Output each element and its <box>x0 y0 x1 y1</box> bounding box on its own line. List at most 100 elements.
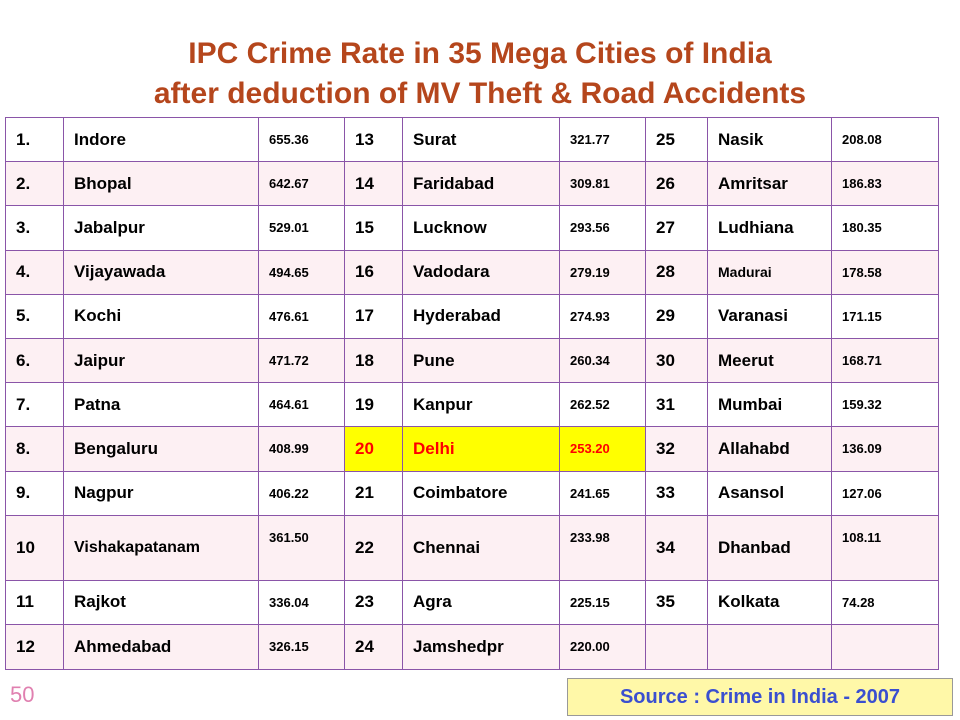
table-row: 5. Kochi 476.61 17 Hyderabad 274.93 29 Varanasi… <box>5 293 939 340</box>
rate-cell: 408.99 <box>258 426 345 472</box>
city-cell: Bhopal <box>63 161 259 207</box>
table-row: 3. Jabalpur 529.01 15 Lucknow 293.56 27 Ludhian… <box>5 205 939 251</box>
rate-cell: 262.52 <box>559 382 646 428</box>
city-cell: Meerut <box>707 338 832 384</box>
rate-cell: 180.35 <box>831 205 939 251</box>
rate-cell: 168.71 <box>831 338 939 384</box>
rate-cell: 260.34 <box>559 338 646 384</box>
rate-cell: 127.06 <box>831 470 939 516</box>
table-row: 6. Jaipur 471.72 18 Pune 260.34 30 Meerut 168.71 <box>5 338 939 384</box>
title-line-1: IPC Crime Rate in 35 Mega Cities of Indi… <box>188 37 772 70</box>
table-row: 9. Nagpur 406.22 21 Coimbatore 241.65 33 Asanso… <box>5 470 939 516</box>
city-cell: Agra <box>402 579 560 625</box>
city-cell: Pune <box>402 338 560 384</box>
rate-cell: 494.65 <box>258 249 345 295</box>
slide-number: 50 <box>10 682 35 707</box>
rank-cell: 15 <box>344 205 403 251</box>
rank-cell: 27 <box>645 205 708 251</box>
table-row: 4. Vijayawada 494.65 16 Vadodara 279.19 28 Madu… <box>5 249 939 295</box>
rank-cell: 13 <box>344 116 403 163</box>
rate-cell: 233.98 <box>559 514 646 581</box>
city-cell: Jabalpur <box>63 205 259 251</box>
rank-cell: 17 <box>344 293 403 340</box>
table-row: 12 Ahmedabad 326.15 24 Jamshedpr 220.00 <box>5 623 939 671</box>
rank-cell: 16 <box>344 249 403 295</box>
crime-rate-table: 1. Indore 655.36 13 Surat 321.77 25 Nasik 208.08… <box>5 116 939 671</box>
rate-cell: 642.67 <box>258 161 345 207</box>
rank-cell: 12 <box>5 623 64 671</box>
rank-cell <box>645 623 708 671</box>
rank-cell: 25 <box>645 116 708 163</box>
table-row: 2. Bhopal 642.67 14 Faridabad 309.81 26 Amritsa… <box>5 161 939 207</box>
city-cell: Madurai <box>707 249 832 295</box>
city-cell: Jaipur <box>63 338 259 384</box>
rate-cell: 220.00 <box>559 623 646 671</box>
rate-cell: 529.01 <box>258 205 345 251</box>
rate-cell: 136.09 <box>831 426 939 472</box>
rate-cell: 406.22 <box>258 470 345 516</box>
rank-cell: 29 <box>645 293 708 340</box>
rank-cell: 8. <box>5 426 64 472</box>
city-cell: Varanasi <box>707 293 832 340</box>
city-cell: Dhanbad <box>707 514 832 581</box>
rank-cell: 9. <box>5 470 64 516</box>
rank-cell: 24 <box>344 623 403 671</box>
city-cell: Kanpur <box>402 382 560 428</box>
rank-cell: 18 <box>344 338 403 384</box>
table-row: 8. Bengaluru 408.99 20 Delhi 253.20 32 Allahabd… <box>5 426 939 472</box>
rank-cell: 26 <box>645 161 708 207</box>
rate-cell: 326.15 <box>258 623 345 671</box>
rate-cell: 178.58 <box>831 249 939 295</box>
rank-cell: 4. <box>5 249 64 295</box>
city-cell: Surat <box>402 116 560 163</box>
rate-cell: 464.61 <box>258 382 345 428</box>
table-row: 7. Patna 464.61 19 Kanpur 262.52 31 Mumbai 159.3… <box>5 382 939 428</box>
city-cell: Vijayawada <box>63 249 259 295</box>
rank-cell: 11 <box>5 579 64 625</box>
city-cell: Allahabd <box>707 426 832 472</box>
rate-cell: 241.65 <box>559 470 646 516</box>
rate-cell: 361.50 <box>258 514 345 581</box>
rank-cell: 28 <box>645 249 708 295</box>
rate-cell: 108.11 <box>831 514 939 581</box>
rank-cell: 14 <box>344 161 403 207</box>
rank-cell: 33 <box>645 470 708 516</box>
rank-cell: 21 <box>344 470 403 516</box>
rate-cell: 293.56 <box>559 205 646 251</box>
rank-cell: 5. <box>5 293 64 340</box>
rate-cell: 655.36 <box>258 116 345 163</box>
rate-cell: 476.61 <box>258 293 345 340</box>
city-cell: Ludhiana <box>707 205 832 251</box>
city-cell: Indore <box>63 116 259 163</box>
table-row: 1. Indore 655.36 13 Surat 321.77 25 Nasik 208.08 <box>5 116 939 163</box>
rank-cell: 6. <box>5 338 64 384</box>
city-cell: Nagpur <box>63 470 259 516</box>
city-cell <box>707 623 832 671</box>
rank-cell: 35 <box>645 579 708 625</box>
rank-cell: 32 <box>645 426 708 472</box>
rate-cell: 336.04 <box>258 579 345 625</box>
city-cell: Mumbai <box>707 382 832 428</box>
rate-cell: 279.19 <box>559 249 646 295</box>
rank-cell: 20 <box>344 426 403 472</box>
rate-cell: 321.77 <box>559 116 646 163</box>
rate-cell: 309.81 <box>559 161 646 207</box>
city-cell: Nasik <box>707 116 832 163</box>
city-cell: Vishakapatanam <box>63 514 259 581</box>
rate-cell: 471.72 <box>258 338 345 384</box>
table-row: 10 Vishakapatanam 361.50 22 Chennai 233.98 34 D… <box>5 514 939 581</box>
city-cell: Lucknow <box>402 205 560 251</box>
rank-cell: 31 <box>645 382 708 428</box>
source-box: Source : Crime in India - 2007 <box>567 678 953 716</box>
rank-cell: 30 <box>645 338 708 384</box>
city-cell: Coimbatore <box>402 470 560 516</box>
rate-cell: 74.28 <box>831 579 939 625</box>
city-cell: Rajkot <box>63 579 259 625</box>
rank-cell: 1. <box>5 116 64 163</box>
table-row: 11 Rajkot 336.04 23 Agra 225.15 35 Kolkata 74.28 <box>5 579 939 625</box>
city-cell: Delhi <box>402 426 560 472</box>
rank-cell: 23 <box>344 579 403 625</box>
title-line-2: after deduction of MV Theft & Road Accid… <box>153 77 807 110</box>
rate-cell: 208.08 <box>831 116 939 163</box>
rank-cell: 22 <box>344 514 403 581</box>
